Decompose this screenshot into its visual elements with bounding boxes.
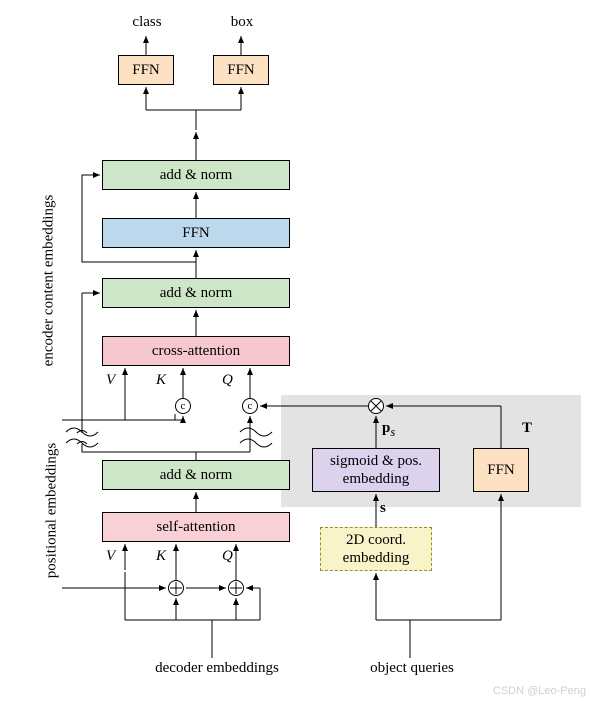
output-class-label: class — [122, 14, 172, 31]
s-label: s — [380, 500, 386, 517]
k-label-self: K — [156, 548, 166, 565]
v-label-cross: V — [106, 372, 115, 389]
arrows-layer — [0, 0, 594, 701]
otimes-icon — [368, 398, 384, 414]
v-label-self: V — [106, 548, 115, 565]
addnorm-2: add & norm — [102, 278, 290, 308]
concat-q-icon: c — [242, 398, 258, 414]
cross-attention: cross-attention — [102, 336, 290, 366]
sigmoid-pos-embedding: sigmoid & pos. embedding — [312, 448, 440, 492]
concat-k-icon: c — [175, 398, 191, 414]
output-box-label: box — [222, 14, 262, 31]
self-attention: self-attention — [102, 512, 290, 542]
ffn-t: FFN — [473, 448, 529, 492]
oplus-q-icon — [228, 580, 244, 596]
ffn-class: FFN — [118, 55, 174, 85]
t-label: T — [522, 420, 532, 437]
watermark: CSDN @Leo-Peng — [493, 685, 586, 697]
decoder-embeddings-label: decoder embeddings — [132, 660, 302, 677]
coord-embedding: 2D coord. embedding — [320, 527, 432, 571]
addnorm-1: add & norm — [102, 460, 290, 490]
object-queries-label: object queries — [352, 660, 472, 677]
encoder-content-embeddings-label: encoder content embeddings — [41, 166, 58, 396]
oplus-k-icon — [168, 580, 184, 596]
k-label-cross: K — [156, 372, 166, 389]
ffn-box: FFN — [213, 55, 269, 85]
addnorm-3: add & norm — [102, 160, 290, 190]
q-label-cross: Q — [222, 372, 233, 389]
positional-embeddings-label: positional embeddings — [44, 421, 61, 601]
ffn-mid: FFN — [102, 218, 290, 248]
q-label-self: Q — [222, 548, 233, 565]
ps-label: ps — [382, 420, 395, 440]
